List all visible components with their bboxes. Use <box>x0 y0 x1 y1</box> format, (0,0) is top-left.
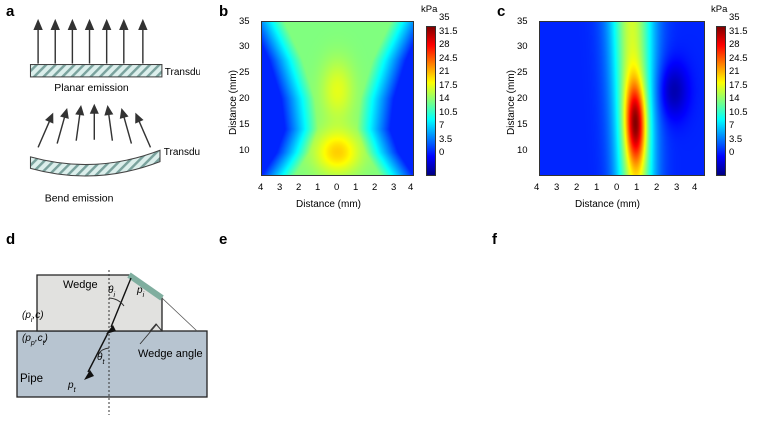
svg-text:Transducer: Transducer <box>164 147 200 158</box>
svg-text:Wedge angle: Wedge angle <box>138 348 203 360</box>
svg-text:Planar emission: Planar emission <box>54 83 129 94</box>
svg-text:Pipe: Pipe <box>20 373 43 385</box>
svg-text:Wedge: Wedge <box>63 279 98 291</box>
svg-text:Bend emission: Bend emission <box>45 194 114 205</box>
svg-text:Transducer: Transducer <box>165 67 200 78</box>
